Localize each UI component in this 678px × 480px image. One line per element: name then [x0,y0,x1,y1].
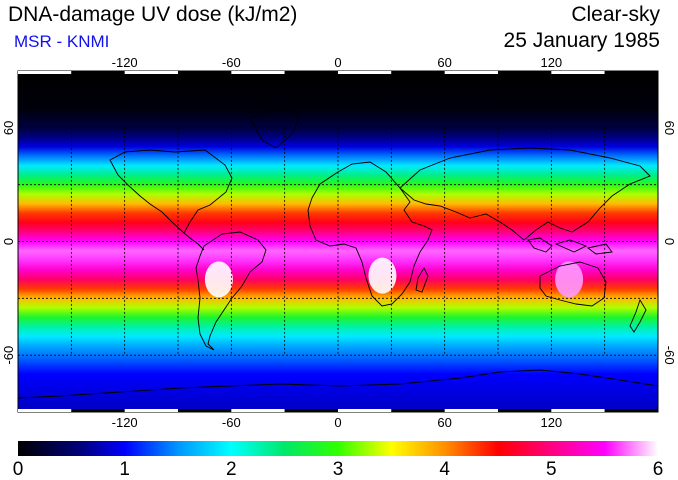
product-label: Clear-sky [571,3,660,26]
map-title: DNA-damage UV dose (kJ/m2) [8,3,298,26]
coastline-new-zealand [629,298,647,333]
colorbar [18,441,658,456]
hotspot-layer [204,257,584,298]
lon-tick-label-top: 120 [540,55,562,70]
coastline-europe-africa [307,161,433,307]
hotspot-0 [204,261,233,298]
colorbar-tick-label: 4 [439,459,450,480]
coastline-antarctica [18,369,658,399]
coastline-madagascar [415,267,429,293]
coastline-south-america [195,231,267,351]
hotspot-2 [555,261,584,298]
axis-labels: -120 -120 -60 -60 0 0 60 60 120 120 60 60 0 0 -60 -60 [1,55,677,430]
lat-tick-label-left: -60 [1,346,16,365]
colorbar-tick-label: 0 [13,459,24,480]
coastline-layer [18,107,658,399]
hotspot-1 [368,257,397,294]
colorbar-tick-label: 3 [333,459,344,480]
colorbar-tick-label: 6 [653,459,664,480]
lon-tick-label-bottom: 60 [437,415,451,430]
coastline-central-america [183,232,205,251]
lat-tick-label-left: 60 [1,121,16,135]
colorbar-tick-label: 2 [226,459,237,480]
lat-tick-label-right: 60 [662,121,677,135]
lat-tick-label-right: -60 [662,346,677,365]
lat-tick-label-left: 0 [1,238,16,245]
coastline-indonesia [527,237,613,255]
frame-tick-marks [18,71,658,412]
lon-tick-label-top: 60 [437,55,451,70]
lon-tick-label-bottom: 120 [540,415,562,430]
colorbar-tick-label: 1 [119,459,130,480]
data-source-label: MSR - KNMI [14,32,110,51]
coastline-asia [399,147,651,241]
graticule [18,127,658,356]
colorbar-ticks: 0 1 2 3 4 5 6 [13,459,664,480]
lon-tick-label-top: -60 [222,55,241,70]
coastline-north-america [109,149,233,234]
lon-tick-label-bottom: 0 [334,415,341,430]
lon-tick-label-bottom: -120 [112,415,138,430]
coastline-australia [539,261,607,307]
lat-tick-label-right: 0 [662,238,677,245]
lon-tick-label-bottom: -60 [222,415,241,430]
coastline-greenland [249,107,301,149]
colorbar-tick-label: 5 [546,459,557,480]
lon-tick-label-top: 0 [334,55,341,70]
lon-tick-label-top: -120 [112,55,138,70]
date-label: 25 January 1985 [503,29,660,52]
